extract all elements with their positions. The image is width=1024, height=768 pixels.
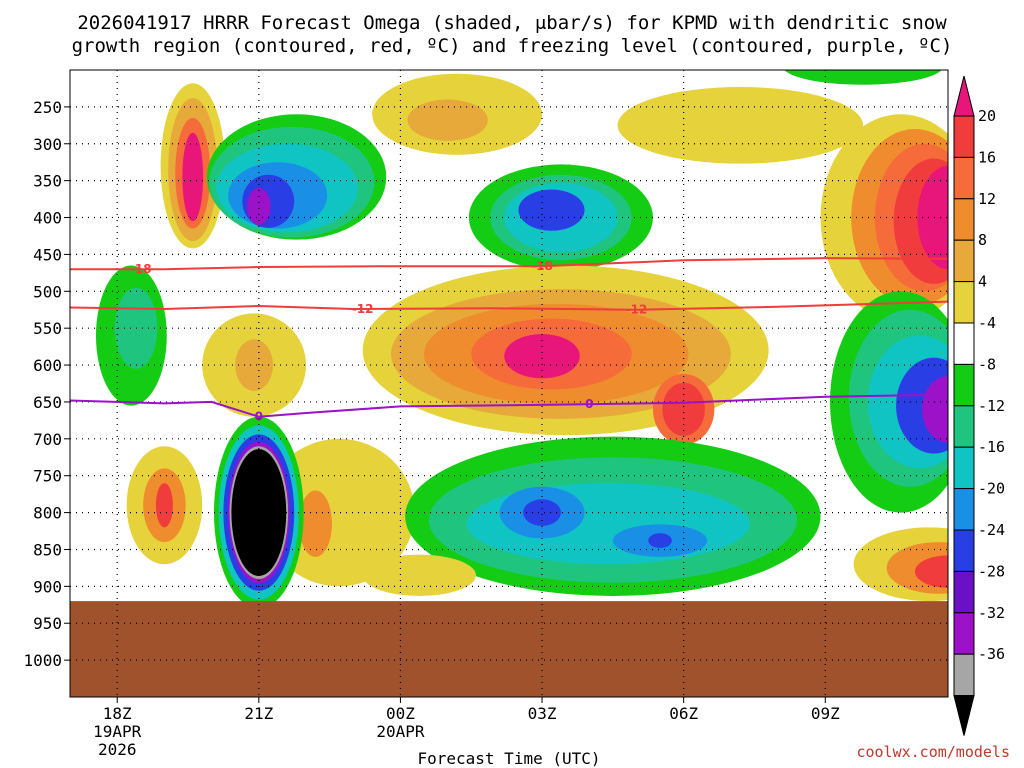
x-tick-label-9: 03Z — [528, 704, 557, 723]
dgz-contour--18-label-0: -18 — [130, 262, 152, 276]
dgz-contour--12-line — [70, 300, 948, 311]
y-tick-label-400: 400 — [33, 209, 62, 228]
colorbar-label-10: -24 — [978, 521, 1005, 539]
colorbar-label-7: -12 — [978, 397, 1005, 415]
x-tick-label-0: 18Z — [103, 704, 132, 723]
colorbar-bin-10 — [953, 488, 975, 531]
colorbar-bin-2 — [953, 156, 975, 200]
omega-region-9 — [247, 188, 271, 225]
omega-region-15 — [518, 189, 585, 231]
colorbar-label-5: -4 — [978, 314, 996, 332]
y-tick-label-850: 850 — [33, 540, 62, 559]
y-tick-label-550: 550 — [33, 319, 62, 338]
colorbar-bin-3 — [953, 198, 975, 241]
colorbar-label-11: -28 — [978, 562, 1005, 580]
colorbar-label-3: 8 — [978, 231, 987, 249]
below-ground-fill — [70, 601, 948, 697]
chart-title-line2: growth region (contoured, red, ºC) and f… — [72, 35, 953, 57]
colorbar-bin-0 — [953, 75, 975, 117]
omega-region-17 — [784, 70, 942, 85]
y-tick-label-950: 950 — [33, 614, 62, 633]
x-tick-label-6: 00Z — [386, 704, 415, 723]
colorbar-label-2: 12 — [978, 190, 996, 208]
omega-region-49 — [523, 499, 561, 526]
omega-region-27 — [504, 334, 580, 379]
y-tick-label-900: 900 — [33, 577, 62, 596]
colorbar-bin-13 — [953, 612, 975, 655]
colorbar-bin-7 — [953, 363, 975, 407]
plot-frame — [69, 69, 949, 698]
x-axis-title: Forecast Time (UTC) — [417, 749, 600, 768]
x-tick-label-3: 21Z — [244, 704, 273, 723]
colorbar-bin-4 — [953, 239, 975, 283]
y-tick-label-450: 450 — [33, 245, 62, 264]
freezing-level-contour-label-0: 0 — [255, 410, 263, 424]
omega-region-11 — [407, 99, 488, 141]
colorbar-label-8: -16 — [978, 438, 1005, 456]
omega-region-51 — [648, 533, 672, 548]
y-tick-label-750: 750 — [33, 467, 62, 486]
temperature-contours: -18 -18 -12 -12 0 0 — [70, 257, 948, 424]
omega-region-36 — [155, 483, 173, 528]
colorbar-label-6: -8 — [978, 355, 996, 373]
omega-region-3 — [182, 132, 204, 222]
omega-region-44 — [231, 449, 287, 577]
x-date-label-0-0: 19APR — [93, 722, 142, 741]
y-tick-label-700: 700 — [33, 430, 62, 449]
colorbar-label-1: 16 — [978, 148, 996, 166]
y-tick-label-300: 300 — [33, 135, 62, 154]
omega-region-59 — [914, 555, 948, 588]
y-tick-label-250: 250 — [33, 98, 62, 117]
credit-link[interactable]: coolwx.com/models — [856, 743, 1010, 761]
omega-region-60 — [362, 554, 476, 596]
omega-region-33 — [235, 339, 273, 391]
omega-region-56 — [922, 376, 948, 443]
colorbar-bin-5 — [953, 281, 975, 324]
y-tick-label-500: 500 — [33, 282, 62, 301]
colorbar-bin-8 — [953, 405, 975, 448]
dgz-contour--18-line — [70, 257, 948, 271]
colorbar-bin-11 — [953, 529, 975, 572]
colorbar: 20 16 12 8 4 -4 -8 -12 -16 -20 -24 -28 -32 -36 — [953, 75, 1005, 736]
colorbar-label-4: 4 — [978, 273, 987, 291]
dgz-contour--12-label-0: -12 — [352, 302, 374, 316]
y-tick-label-1000: 1000 — [23, 651, 62, 670]
colorbar-bin-1 — [953, 115, 975, 158]
y-tick-label-600: 600 — [33, 356, 62, 375]
colorbar-label-9: -20 — [978, 480, 1005, 498]
x-date-label-6-0: 20APR — [376, 722, 425, 741]
chart-title-line1: 2026041917 HRRR Forecast Omega (shaded, … — [77, 12, 947, 34]
y-axis: 250 300 350 400 450 500 550 600 650 700 750 800 850 9… — [23, 98, 70, 670]
x-tick-label-15: 09Z — [811, 704, 840, 723]
colorbar-bin-6 — [953, 322, 975, 365]
grid-lines — [70, 70, 948, 697]
omega-region-16 — [617, 86, 864, 164]
dgz-contour--18-label-1: -18 — [531, 259, 553, 273]
dgz-contour--12-label-1: -12 — [626, 303, 648, 317]
omega-region-38 — [298, 490, 332, 557]
colorbar-label-13: -36 — [978, 645, 1005, 663]
y-tick-label-800: 800 — [33, 504, 62, 523]
colorbar-label-0: 20 — [978, 107, 996, 125]
omega-region-22 — [917, 165, 948, 270]
freezing-level-contour-line — [70, 393, 948, 418]
omega-shading — [95, 70, 948, 609]
colorbar-bin-9 — [953, 446, 975, 490]
y-tick-label-350: 350 — [33, 172, 62, 191]
colorbar-label-12: -32 — [978, 604, 1005, 622]
colorbar-bin-15 — [953, 695, 975, 736]
omega-region-29 — [662, 382, 705, 436]
x-date-label-0-1: 2026 — [98, 740, 137, 759]
freezing-level-contour-label-1: 0 — [585, 397, 593, 411]
y-tick-label-650: 650 — [33, 393, 62, 412]
x-tick-label-12: 06Z — [669, 704, 698, 723]
colorbar-bin-12 — [953, 570, 975, 614]
colorbar-bin-14 — [953, 653, 975, 697]
